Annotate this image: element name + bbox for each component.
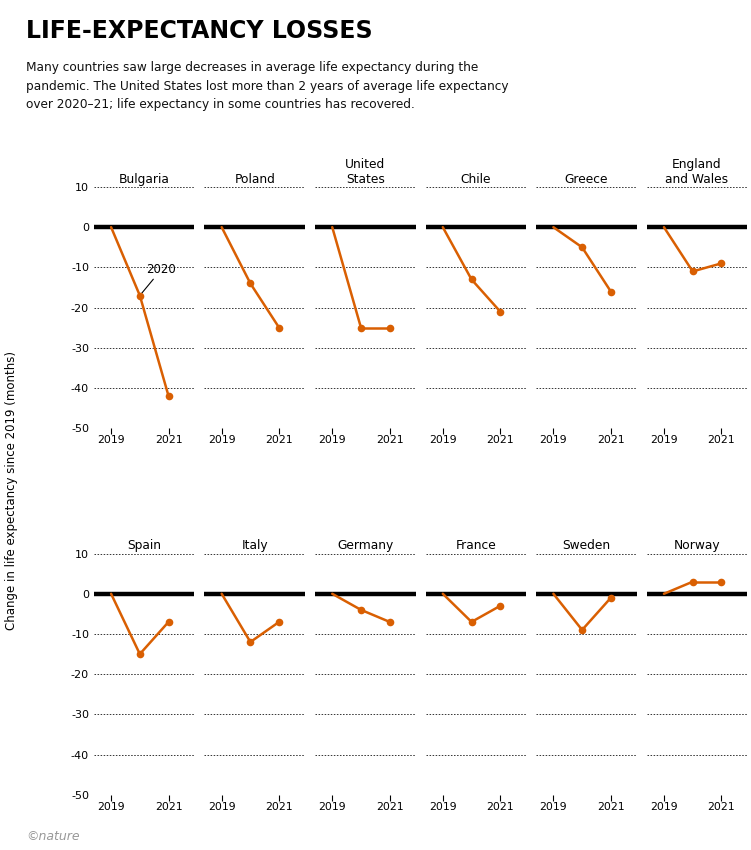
Title: Spain: Spain — [127, 540, 161, 552]
Title: Sweden: Sweden — [562, 540, 611, 552]
Text: 2020: 2020 — [142, 264, 176, 293]
Title: France: France — [455, 540, 496, 552]
Title: Italy: Italy — [241, 540, 268, 552]
Title: Chile: Chile — [460, 173, 491, 186]
Title: Germany: Germany — [337, 540, 394, 552]
Title: United
States: United States — [345, 158, 385, 186]
Title: Poland: Poland — [234, 173, 275, 186]
Title: Greece: Greece — [565, 173, 608, 186]
Title: England
and Wales: England and Wales — [665, 158, 728, 186]
Text: LIFE-EXPECTANCY LOSSES: LIFE-EXPECTANCY LOSSES — [26, 19, 373, 42]
Title: Bulgaria: Bulgaria — [119, 173, 170, 186]
Text: Change in life expectancy since 2019 (months): Change in life expectancy since 2019 (mo… — [5, 351, 18, 631]
Title: Norway: Norway — [674, 540, 720, 552]
Text: ©nature: ©nature — [26, 830, 80, 843]
Text: Many countries saw large decreases in average life expectancy during the
pandemi: Many countries saw large decreases in av… — [26, 61, 508, 111]
